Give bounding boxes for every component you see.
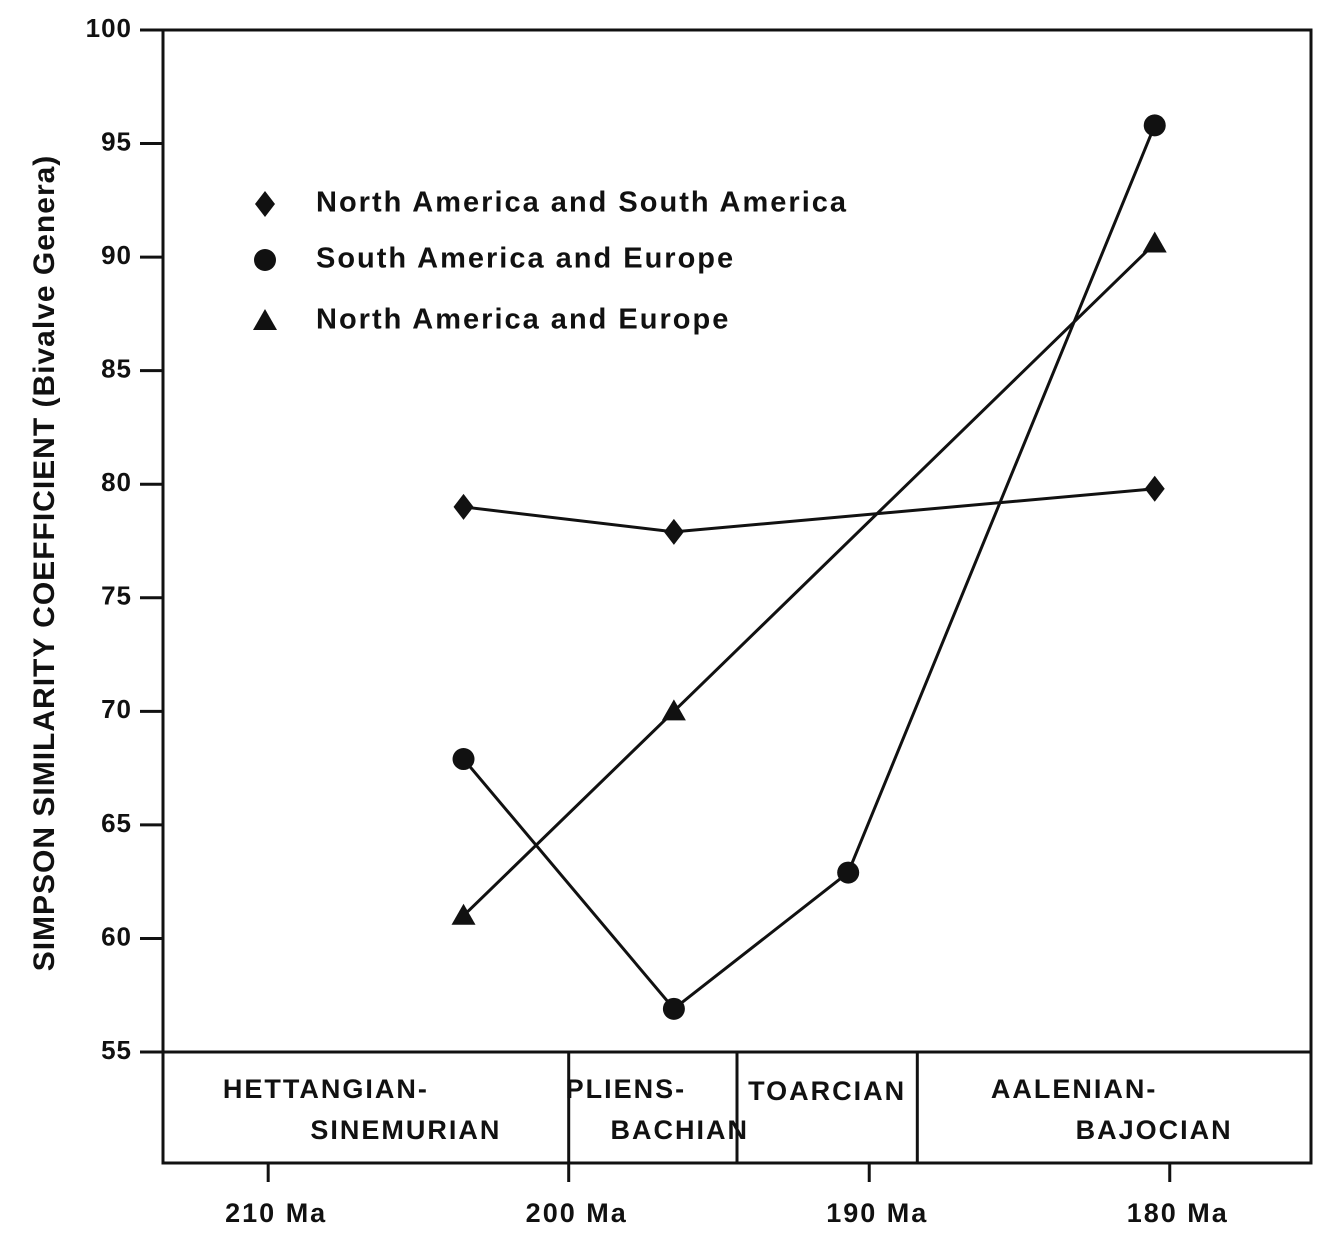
stage-label: TOARCIAN [748,1076,906,1106]
y-tick-label: 85 [101,354,132,384]
triangle-icon [253,309,277,330]
stage-label: PLIENS- [566,1074,687,1104]
data-point-triangle [661,699,686,721]
diamond-icon [255,191,275,217]
legend-item: North America and Europe [253,304,730,336]
data-point-diamond [1144,475,1165,502]
data-point-circle [1143,114,1166,137]
data-point-triangle [451,903,476,925]
stage-label: BAJOCIAN [1076,1115,1233,1145]
stage-label: HETTANGIAN- [223,1074,429,1104]
series-circle [452,114,1166,1020]
series-line [462,124,1157,1011]
y-tick-label: 60 [101,921,132,951]
legend: North America and South America South Ame… [253,187,848,336]
y-tick-label: 95 [101,126,132,156]
y-tick-label: 55 [101,1035,132,1065]
x-tick-label: 200 Ma [526,1198,628,1228]
data-point-diamond [663,518,684,545]
data-point-diamond [453,493,474,520]
plot-area [451,114,1167,1020]
series-triangle [451,231,1167,925]
series-diamond [453,475,1165,545]
data-point-triangle [1142,231,1167,253]
y-tick-label: 90 [101,240,132,270]
y-tick-label: 100 [86,13,132,43]
stage-label: AALENIAN- [991,1074,1158,1104]
series-line [462,242,1156,917]
y-tick-label: 65 [101,808,132,838]
x-tick-label: 190 Ma [826,1198,928,1228]
legend-label: North America and South America [316,187,848,219]
stage-label: BACHIAN [611,1115,750,1145]
x-tick-label: 180 Ma [1127,1198,1229,1228]
data-point-circle [837,861,860,884]
circle-icon [254,249,276,271]
legend-label: North America and Europe [316,304,730,336]
x-tick-label: 210 Ma [225,1198,327,1228]
legend-item: North America and South America [255,187,848,219]
y-tick-label: 70 [101,694,132,724]
y-axis-label: SIMPSON SIMILARITY COEFFICIENT (Bivalve … [28,155,61,972]
legend-item: South America and Europe [254,243,735,275]
stage-band: HETTANGIAN- SINEMURIAN PLIENS- BACHIAN TOARC… [163,1050,1311,1163]
data-point-circle [662,997,685,1020]
data-point-circle [452,748,475,771]
legend-label: South America and Europe [316,243,735,275]
y-tick-label: 80 [101,467,132,497]
y-tick-label: 75 [101,581,132,611]
series-line [463,487,1155,534]
stage-label: SINEMURIAN [310,1115,501,1145]
